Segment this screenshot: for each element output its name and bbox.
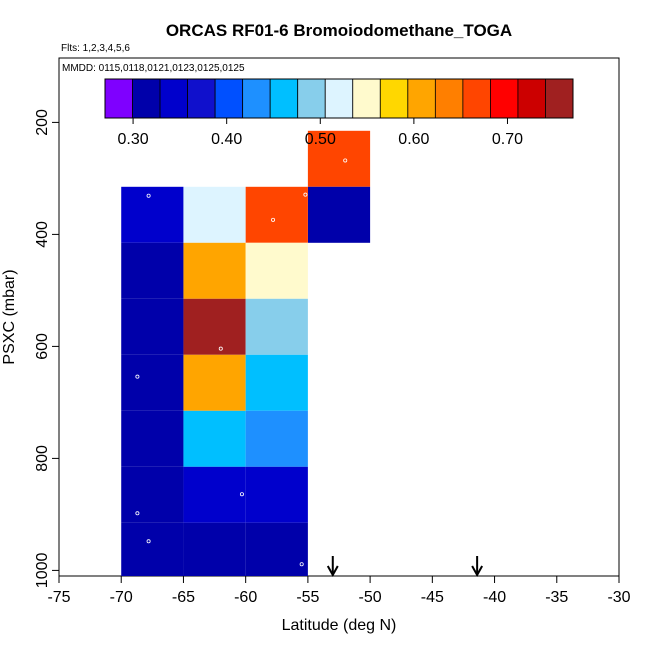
colorbar-tick-label: 0.50 [305,131,336,148]
x-tick-label: -50 [359,589,382,606]
colorbar-tick-label: 0.30 [118,131,149,148]
colorbar-swatch [159,78,188,119]
colorbar-swatch [379,78,409,119]
sample-point [343,158,348,163]
colorbar-swatch [104,78,133,119]
x-tick-label: -30 [607,589,630,606]
sample-point [135,374,140,379]
sample-point [146,539,151,544]
heatmap-cell [245,410,308,467]
x-tick-label: -65 [172,589,195,606]
x-tick-label: -70 [110,589,133,606]
heatmap-cell [183,298,246,355]
heatmap-cell [183,186,246,243]
heatmap-cell [183,410,246,467]
colorbar-swatch [132,78,161,119]
colorbar-tick-label: 0.70 [492,131,523,148]
y-tick-label: 800 [34,445,51,472]
colorbar-swatch [517,78,546,119]
plot-frame [58,57,620,577]
sample-points [135,158,348,567]
x-tick-label: -35 [545,589,568,606]
heatmap-cell [245,522,308,576]
latitude-markers [326,556,484,578]
colorbar-tick-label: 0.40 [211,131,242,148]
colorbar-swatch [297,78,326,119]
heatmap-cell [121,522,184,576]
heatmap-cell [183,242,246,299]
colorbar-swatch [269,78,299,119]
y-axis-label: PSXC (mbar) [1,269,18,364]
colorbar: 0.30 0.40 0.50 0.60 0.70 [104,78,574,148]
y-tick-label: 200 [34,109,51,136]
heatmap-cell [121,354,184,411]
colorbar-swatch [324,78,354,119]
y-tick-label: 600 [34,333,51,360]
colorbar-swatch [352,78,381,119]
x-axis: -75 -70 -65 -60 -55 -50 -45 -40 -35 -30 [47,576,631,606]
heatmap-cell [307,130,371,187]
x-tick-label: -75 [47,589,70,606]
colorbar-swatch [434,78,464,119]
chart-title: ORCAS RF01-6 Bromoiodomethane_TOGA [166,21,512,40]
heatmap-cell [121,466,184,523]
heatmap-cell [307,186,371,243]
colorbar-swatch [407,78,436,119]
sample-point [135,511,140,516]
dates-label: MMDD: 0115,0118,0121,0123,0125,0125 [62,63,245,74]
heatmap-cell [245,466,308,523]
x-tick-label: -60 [234,589,257,606]
heatmap-cell [245,242,308,299]
sample-point [218,346,223,351]
colorbar-swatch [214,78,244,119]
colorbar-tick-label: 0.60 [398,131,429,148]
heatmap-cell [121,242,184,299]
heatmap-cells [121,130,371,576]
x-tick-label: -40 [483,589,506,606]
x-tick-label: -55 [296,589,319,606]
colorbar-swatch [545,78,574,119]
heatmap-cell [245,186,308,243]
colorbar-swatch [187,78,216,119]
flights-label: Flts: 1,2,3,4,5,6 [61,43,130,54]
y-axis: 200 400 600 800 1000 [34,109,59,588]
heatmap-cell [183,466,246,523]
y-tick-label: 400 [34,221,51,248]
sample-point [303,192,308,197]
colorbar-swatch [242,78,271,119]
y-tick-label: 1000 [34,553,51,589]
colorbar-swatch [462,78,491,119]
heatmap-cell [245,354,308,411]
arrow-head [471,565,484,578]
heatmap-cell [121,410,184,467]
heatmap-cell [183,522,246,576]
x-tick-label: -45 [421,589,444,606]
colorbar-frame [104,78,574,119]
heatmap-cell [183,354,246,411]
sample-point [239,492,244,497]
sample-point [146,193,151,198]
heatmap-cell [121,186,184,243]
heatmap-cell [245,298,308,355]
colorbar-swatch [490,78,519,119]
x-axis-label: Latitude (deg N) [282,617,397,634]
arrow-head [326,565,339,578]
sample-point [271,217,276,222]
sample-point [299,562,304,567]
heatmap-cell [121,298,184,355]
